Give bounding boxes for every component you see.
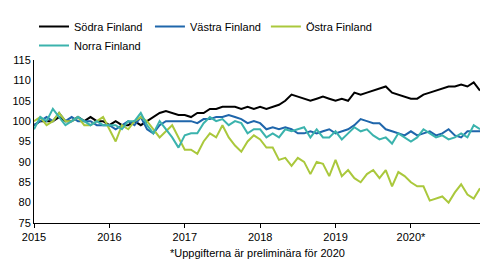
svg-text:105: 105	[12, 95, 30, 107]
svg-text:Östra Finland: Östra Finland	[306, 21, 372, 33]
svg-text:Södra Finland: Södra Finland	[74, 21, 143, 33]
svg-text:*Uppgifterna är preliminära fö: *Uppgifterna är preliminära för 2020	[170, 247, 345, 259]
svg-text:115: 115	[13, 54, 31, 66]
svg-text:75: 75	[19, 217, 31, 229]
svg-text:110: 110	[13, 74, 31, 86]
svg-text:95: 95	[19, 135, 31, 147]
svg-text:2020*: 2020*	[397, 231, 426, 243]
svg-text:2017: 2017	[173, 231, 197, 243]
svg-text:Västra Finland: Västra Finland	[190, 21, 261, 33]
svg-text:90: 90	[19, 156, 31, 168]
svg-text:80: 80	[19, 196, 31, 208]
svg-text:2015: 2015	[22, 231, 46, 243]
svg-text:100: 100	[12, 115, 30, 127]
svg-text:2018: 2018	[248, 231, 272, 243]
svg-text:Norra Finland: Norra Finland	[74, 40, 141, 52]
svg-text:2019: 2019	[323, 231, 347, 243]
svg-text:2016: 2016	[97, 231, 121, 243]
svg-text:85: 85	[19, 176, 31, 188]
